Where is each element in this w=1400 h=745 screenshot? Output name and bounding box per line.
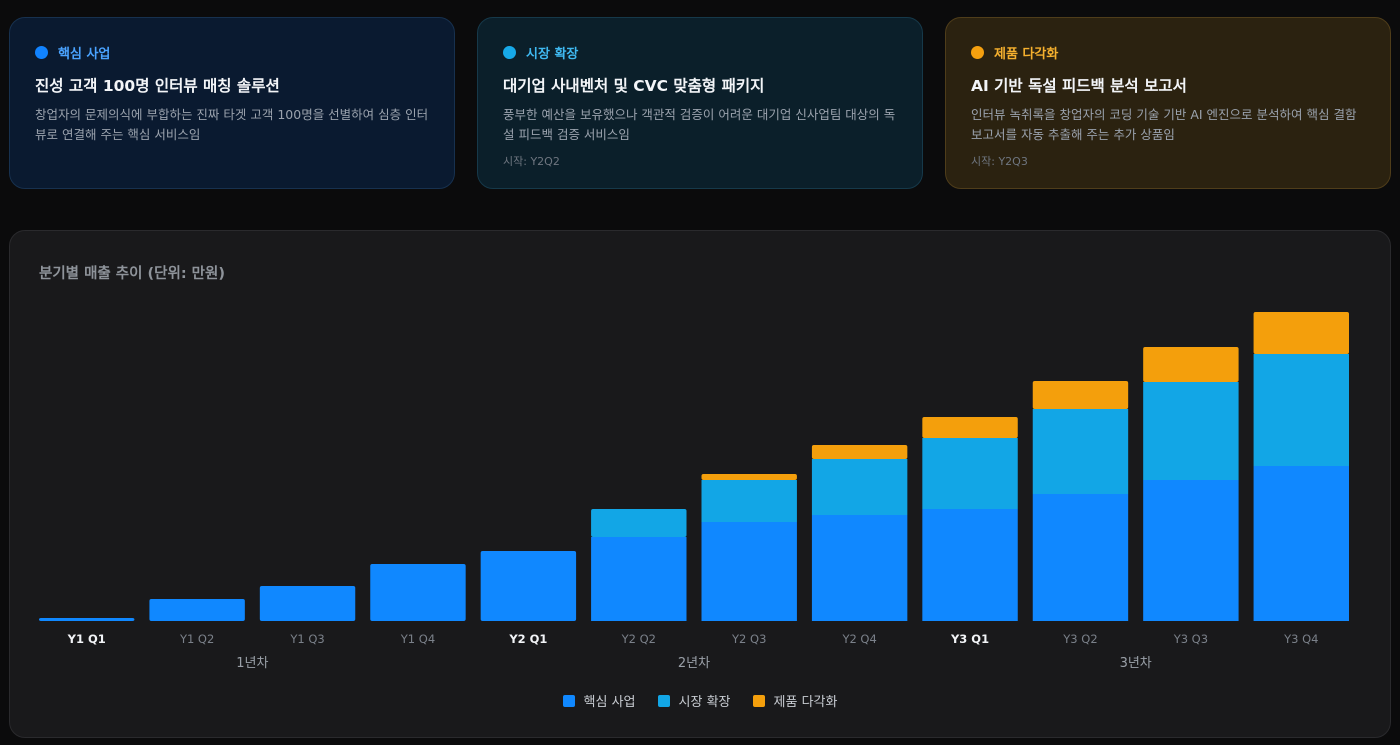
card-tag-label: 시장 확장 (526, 46, 579, 62)
legend-swatch (657, 694, 670, 707)
bar-y3-q2-series-0[interactable] (1032, 494, 1129, 621)
card-start-date: 시작: Y2Q3 (971, 155, 1028, 168)
bar-y1-q4-series-0[interactable] (370, 564, 466, 621)
legend-item-core-business[interactable]: 핵심 사업 (562, 691, 636, 710)
x-tick-label: Y2 Q4 (841, 632, 876, 646)
card-start-date: 시작: Y2Q2 (503, 155, 560, 168)
bar-y3-q4-series-2[interactable] (1253, 312, 1349, 354)
x-group-label: 3년차 (1120, 656, 1152, 671)
chart-title: 분기별 매출 추이 (단위: 만원) (39, 266, 225, 282)
x-group-label: 2년차 (678, 656, 710, 671)
x-tick-label: Y2 Q3 (731, 632, 766, 646)
x-tick-label: Y1 Q3 (289, 632, 324, 646)
bar-y2-q4-series-1[interactable] (811, 459, 908, 515)
bar-y2-q2-series-0[interactable] (591, 537, 687, 621)
card-title: 대기업 사내벤처 및 CVC 맞춤형 패키지 (503, 77, 765, 95)
bar-y2-q1-series-0[interactable] (480, 551, 577, 621)
bar-y2-q3-series-1[interactable] (701, 480, 797, 522)
legend-item-product-diversification[interactable]: 제품 다각화 (752, 691, 838, 710)
legend-item-market-expansion[interactable]: 시장 확장 (657, 691, 731, 710)
product-diversification-dot-icon (971, 45, 984, 59)
bar-y3-q1-series-1[interactable] (922, 438, 1018, 509)
legend-swatch (752, 694, 765, 707)
bar-y1-q3-series-0[interactable] (259, 586, 356, 621)
bar-y2-q4-series-2[interactable] (811, 445, 908, 459)
bar-y3-q2-series-2[interactable] (1032, 381, 1129, 409)
x-tick-label: Y1 Q2 (179, 632, 214, 646)
bar-y3-q1-series-0[interactable] (922, 509, 1018, 621)
revenue-chart: Y1 Q1 Y1 Q2 Y1 Q3 Y1 Q4 Y2 Q1 Y2 Q2 Y2 Q3 Y2 Q4… (39, 312, 1349, 671)
market-expansion-card: 시장 확장 대기업 사내벤처 및 CVC 맞춤형 패키지 풍부한 예산을 보유했… (477, 17, 923, 189)
x-tick-label: Y2 Q1 (508, 632, 547, 646)
x-tick-label: Y3 Q3 (1173, 632, 1208, 646)
legend-label: 시장 확장 (678, 695, 731, 710)
market-expansion-dot-icon (503, 45, 516, 59)
bar-y3-q3-series-0[interactable] (1143, 480, 1239, 621)
bar-y3-q3-series-1[interactable] (1143, 382, 1239, 480)
bar-y3-q4-series-1[interactable] (1253, 354, 1349, 466)
card-description: 창업자의 문제의식에 부합하는 진짜 타겟 고객 100명을 선별하여 심층 인… (35, 107, 429, 142)
card-description: 인터뷰 녹취록을 창업자의 코딩 기술 기반 AI 엔진으로 분석하여 핵심 결… (971, 107, 1357, 142)
chart-legend: 핵심 사업 시장 확장 제품 다각화 (10, 691, 1390, 710)
card-title: 진성 고객 100명 인터뷰 매칭 솔루션 (35, 77, 280, 95)
bar-y3-q3-series-2[interactable] (1143, 347, 1239, 382)
bar-y2-q4-series-0[interactable] (811, 515, 908, 621)
x-tick-label: Y1 Q1 (67, 632, 106, 646)
x-group-label: 1년차 (236, 656, 268, 671)
x-tick-label: Y3 Q4 (1283, 632, 1318, 646)
bar-y1-q2-series-0[interactable] (149, 599, 245, 621)
bar-y2-q3-series-0[interactable] (701, 522, 797, 621)
bar-y3-q4-series-0[interactable] (1253, 466, 1349, 621)
revenue-chart-panel: 분기별 매출 추이 (단위: 만원) Y1 Q1 Y1 Q2 Y1 Q3 Y1 Q4 Y… (9, 230, 1391, 738)
legend-swatch (562, 694, 575, 707)
bar-y2-q3-series-2[interactable] (701, 474, 797, 480)
x-tick-label: Y3 Q1 (950, 632, 989, 646)
card-tag: 시장 확장 (503, 43, 898, 62)
core-business-card: 핵심 사업 진성 고객 100명 인터뷰 매칭 솔루션 창업자의 문제의식에 부… (9, 17, 455, 189)
bar-y1-q1-series-0[interactable] (39, 618, 135, 621)
card-tag-label: 제품 다각화 (994, 46, 1059, 62)
product-diversification-card: 제품 다각화 AI 기반 독설 피드백 분석 보고서 인터뷰 녹취록을 창업자의… (945, 17, 1391, 189)
bar-y2-q2-series-1[interactable] (591, 509, 687, 537)
x-tick-label: Y1 Q4 (400, 632, 435, 646)
bar-y3-q2-series-1[interactable] (1032, 409, 1129, 494)
card-tag-label: 핵심 사업 (58, 46, 111, 62)
card-tag: 핵심 사업 (35, 43, 430, 62)
card-title: AI 기반 독설 피드백 분석 보고서 (971, 77, 1187, 95)
x-tick-label: Y3 Q2 (1062, 632, 1097, 646)
card-description: 풍부한 예산을 보유했으나 객관적 검증이 어려운 대기업 신사업팀 대상의 독… (503, 107, 896, 142)
legend-label: 제품 다각화 (773, 695, 838, 710)
bar-y3-q1-series-2[interactable] (922, 417, 1018, 438)
card-tag: 제품 다각화 (971, 43, 1366, 62)
legend-label: 핵심 사업 (583, 695, 636, 710)
core-business-dot-icon (35, 45, 48, 59)
x-tick-label: Y2 Q2 (621, 632, 656, 646)
